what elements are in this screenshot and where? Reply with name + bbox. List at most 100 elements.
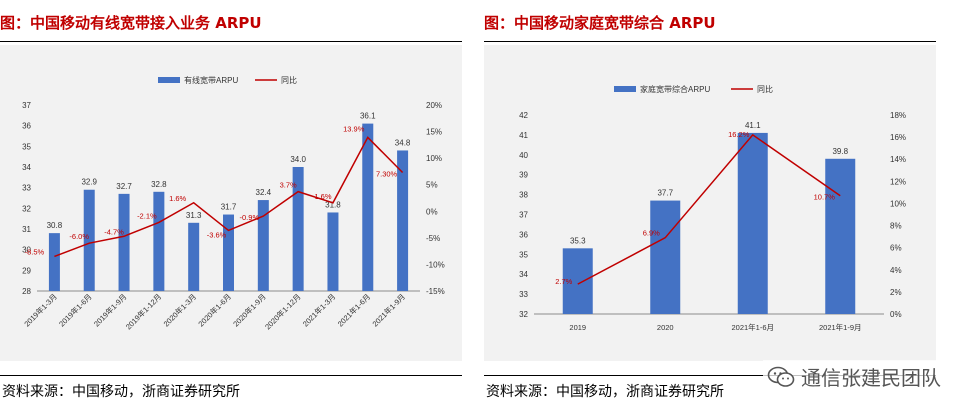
y-right-tick-label: -5% xyxy=(426,234,440,243)
bar xyxy=(292,167,304,291)
bar-value-label: 35.3 xyxy=(570,236,586,245)
left-footer-rule xyxy=(0,375,462,376)
y-right-tick-label: 15% xyxy=(426,128,442,137)
left-source-text: 资料来源：中国移动，浙商证券研究所 xyxy=(2,384,240,400)
right-chart-title: 图：中国移动家庭宽带综合 ARPU xyxy=(484,14,716,32)
bar-value-label: 30.8 xyxy=(47,221,63,230)
left-title-rule xyxy=(0,41,462,42)
line-value-label: -4.7% xyxy=(104,227,124,236)
y-right-tick-label: 0% xyxy=(426,207,438,216)
x-category-label: 2021年1-3月 xyxy=(300,291,337,328)
y-right-tick-label: 10% xyxy=(426,154,442,163)
y-right-tick-label: 16% xyxy=(890,133,906,142)
left-chart-title: 图：中国移动有线宽带接入业务 ARPU xyxy=(0,14,262,32)
right-plot-area: 32 33 34 35 36 37 38 39 40 41 42 0% 2% 4% 6% 8% 10% 12% 14… xyxy=(484,45,936,361)
line-value-label: 2.7% xyxy=(555,277,572,286)
line-value-label: -2.1% xyxy=(137,211,157,220)
line-value-label: -3.6% xyxy=(207,230,227,239)
right-chart-panel: 图：中国移动家庭宽带综合 ARPU 32 33 34 35 36 37 38 39 40 41 42… xyxy=(484,0,971,417)
line-value-label: 7.30% xyxy=(376,169,398,178)
x-category-label: 2019年1-12月 xyxy=(123,291,163,331)
y-left-tick-label: 36 xyxy=(519,230,528,239)
bar-value-label: 32.7 xyxy=(116,182,132,191)
y-right-tick-label: 14% xyxy=(890,155,906,164)
right-footer-rule xyxy=(484,375,936,376)
y-left-tick-label: 37 xyxy=(22,101,31,110)
watermark-text: 通信张建民团队 xyxy=(801,366,941,390)
y-left-tick-label: 33 xyxy=(519,290,528,299)
y-right-tick-label: 4% xyxy=(890,266,902,275)
y-left-tick-label: 37 xyxy=(519,211,528,220)
legend-bar-swatch xyxy=(614,86,636,92)
y-right-tick-label: 18% xyxy=(890,111,906,120)
y-left-tick-label: 35 xyxy=(519,250,528,259)
x-category-label: 2021年1-6月 xyxy=(731,322,774,332)
line-value-label: -8.5% xyxy=(25,247,45,256)
x-category-label: 2021年1-9月 xyxy=(370,291,407,328)
left-plot-area: 28 29 30 31 32 33 34 35 36 37 -15% -10% -5% 0% 5% 10% 15… xyxy=(0,45,462,361)
bar xyxy=(397,150,409,291)
line-value-label: 6.9% xyxy=(643,229,660,238)
right-title-rule xyxy=(484,41,936,42)
bar-value-label: 32.4 xyxy=(256,188,272,197)
y-left-tick-label: 33 xyxy=(22,184,31,193)
x-category-label: 2019 xyxy=(569,323,586,332)
wechat-icon xyxy=(767,366,795,387)
bar xyxy=(362,123,374,291)
bar xyxy=(737,132,768,314)
bar-value-label: 34.8 xyxy=(395,138,411,147)
y-left-tick-label: 36 xyxy=(22,122,31,131)
y-left-tick-label: 32 xyxy=(519,310,528,319)
y-right-tick-label: -15% xyxy=(426,287,445,296)
bar-value-label: 34.0 xyxy=(290,155,306,164)
watermark: 通信张建民团队 xyxy=(763,360,945,393)
y-left-tick-label: 34 xyxy=(519,270,528,279)
y-right-tick-label: 12% xyxy=(890,177,906,186)
y-right-tick-label: -10% xyxy=(426,260,445,269)
legend-line-label: 同比 xyxy=(757,84,773,94)
x-category-label: 2021年1-6月 xyxy=(335,291,372,328)
left-chart-svg: 28 29 30 31 32 33 34 35 36 37 -15% -10% -5% 0% 5% 10% 15… xyxy=(22,75,445,331)
x-category-label: 2019年1-3月 xyxy=(22,291,59,328)
y-left-tick-label: 28 xyxy=(22,287,31,296)
bar-value-label: 37.7 xyxy=(657,189,673,198)
y-left-tick-label: 35 xyxy=(22,142,31,151)
line-value-label: 10.7% xyxy=(814,193,836,202)
bar xyxy=(650,200,681,314)
bar xyxy=(327,212,339,291)
x-category-label: 2019年1-9月 xyxy=(91,291,128,328)
y-left-tick-label: 29 xyxy=(22,266,31,275)
line-value-label: 16.2% xyxy=(728,130,750,139)
legend-bar-label: 有线宽带ARPU xyxy=(184,75,238,85)
bar-value-label: 41.1 xyxy=(745,121,761,130)
bar xyxy=(825,158,856,314)
y-left-tick-label: 42 xyxy=(519,111,528,120)
y-left-tick-label: 40 xyxy=(519,151,528,160)
bar xyxy=(118,193,130,291)
y-right-tick-label: 10% xyxy=(890,199,906,208)
x-category-label: 2020年1-9月 xyxy=(231,291,268,328)
yoy-line xyxy=(577,133,841,285)
bar xyxy=(153,191,165,291)
line-value-label: -0.9% xyxy=(240,213,260,222)
y-left-tick-label: 32 xyxy=(22,204,31,213)
y-left-tick-label: 41 xyxy=(519,131,528,140)
x-category-label: 2020 xyxy=(657,323,674,332)
bar-value-label: 31.3 xyxy=(186,211,202,220)
line-value-label: 1.6% xyxy=(314,192,331,201)
legend-bar-swatch xyxy=(158,77,180,83)
x-category-label: 2020年1-12月 xyxy=(262,291,302,331)
line-value-label: 3.7% xyxy=(280,181,297,190)
right-chart-svg: 32 33 34 35 36 37 38 39 40 41 42 0% 2% 4% 6% 8% 10% 12% 14… xyxy=(519,84,906,332)
line-value-label: -6.0% xyxy=(69,232,89,241)
line-value-label: 1.6% xyxy=(169,194,186,203)
y-left-tick-label: 34 xyxy=(22,163,31,172)
y-right-tick-label: 5% xyxy=(426,181,438,190)
bar xyxy=(257,200,269,291)
line-value-label: 13.9% xyxy=(343,124,365,133)
y-left-tick-label: 31 xyxy=(22,225,31,234)
x-category-label: 2019年1-6月 xyxy=(56,291,93,328)
bar-value-label: 32.8 xyxy=(151,180,167,189)
bar xyxy=(223,214,234,291)
x-category-label: 2020年1-3月 xyxy=(161,291,198,328)
